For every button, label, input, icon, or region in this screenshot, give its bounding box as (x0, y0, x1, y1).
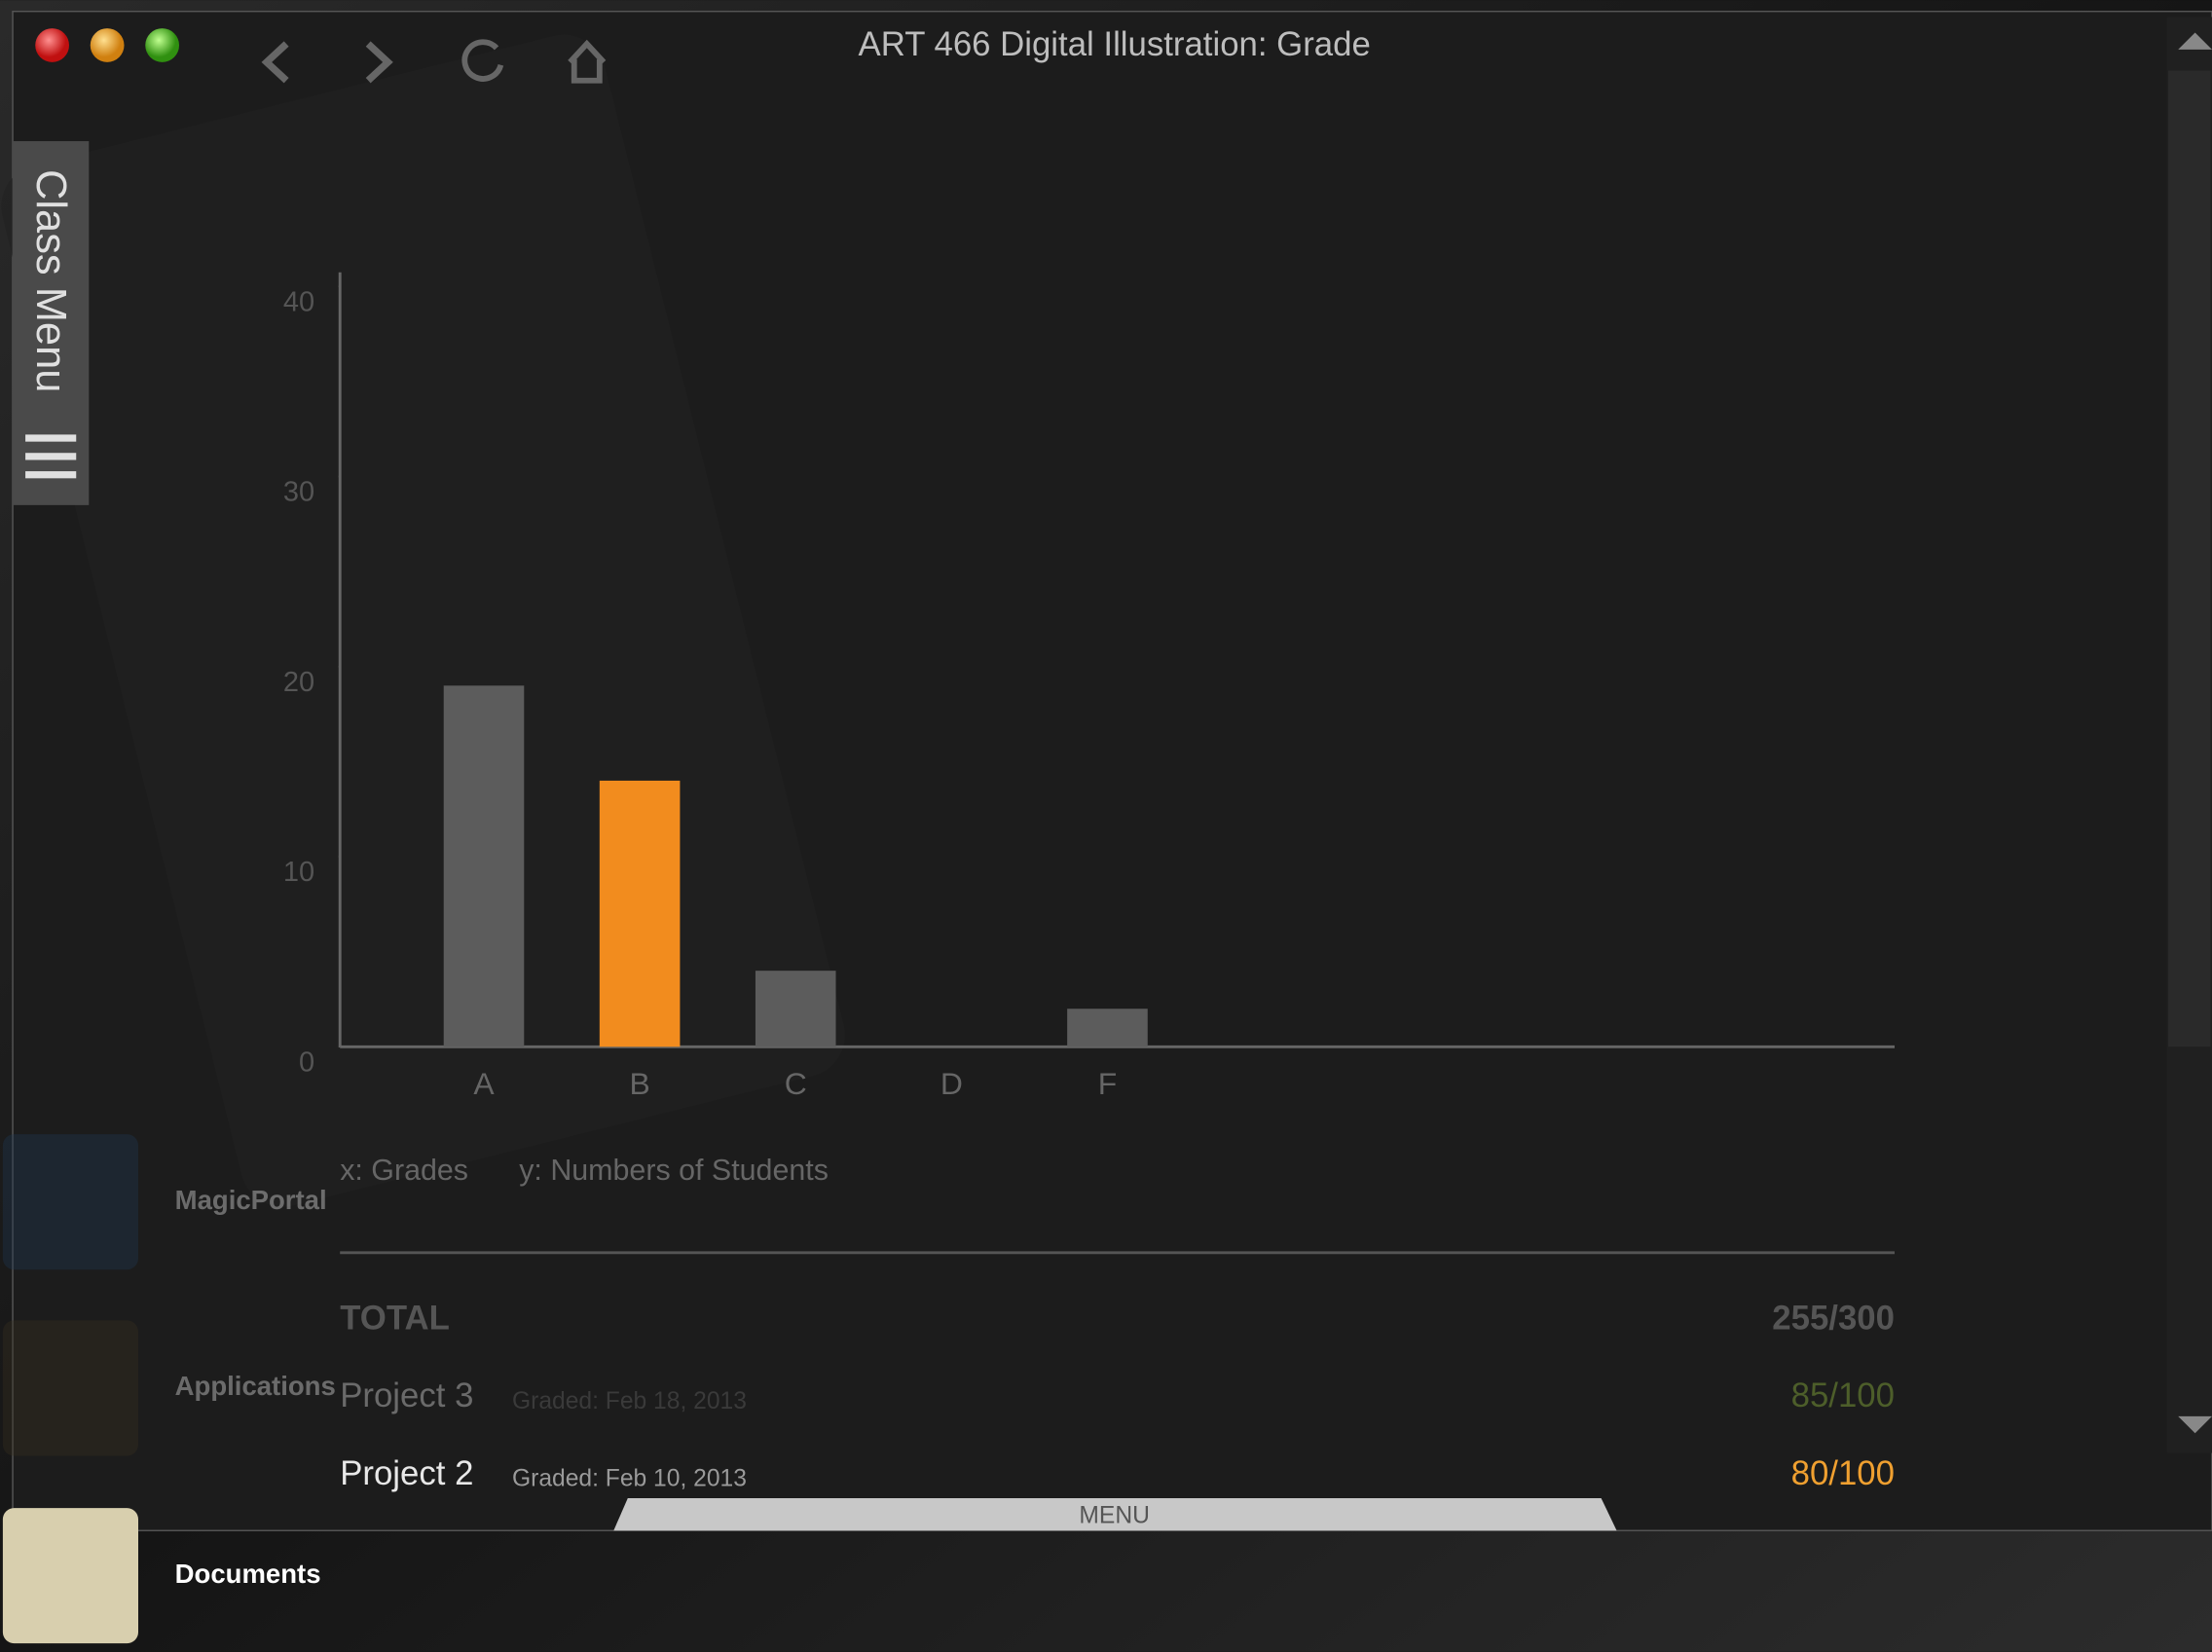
x-tick-label: C (785, 1066, 807, 1101)
window-title: ART 466 Digital Illustration: Grade (859, 26, 1371, 63)
graded-date: Graded: Feb 10, 2013 (512, 1466, 747, 1492)
project-score: 85/100 (1791, 1377, 1895, 1414)
y-tick-label: 30 (283, 477, 314, 508)
scroll-thumb[interactable] (2168, 71, 2210, 1047)
class-menu-tab[interactable]: Class Menu (13, 141, 89, 505)
total-label: TOTAL (340, 1301, 450, 1338)
desktop-icon (3, 1320, 138, 1455)
x-axis-label: x: Grades (340, 1154, 468, 1187)
project-name: Project 2 (340, 1455, 473, 1492)
desktop-icon-label: Applications (175, 1371, 336, 1401)
project-name: Project 3 (340, 1377, 473, 1414)
class-menu-label[interactable]: Class Menu (27, 169, 74, 392)
bar (756, 971, 836, 1046)
close-button[interactable] (35, 28, 69, 62)
x-tick-label: D (940, 1066, 963, 1101)
desktop-icon-label: MagicPortal (175, 1185, 327, 1215)
graded-date: Graded: Feb 18, 2013 (512, 1388, 747, 1414)
x-tick-label: F (1098, 1066, 1117, 1101)
y-tick-label: 40 (283, 286, 314, 317)
minimize-button[interactable] (91, 28, 125, 62)
zoom-button[interactable] (145, 28, 179, 62)
screen: ART 466 Digital Illustration: Grade Clas… (0, 0, 2212, 1652)
desktop-icon (3, 1508, 138, 1643)
bar (1067, 1009, 1148, 1046)
desktop-icon (3, 1134, 138, 1269)
y-axis-label: y: Numbers of Students (519, 1154, 829, 1187)
menu-label[interactable]: MENU (1079, 1502, 1150, 1528)
total-score: 255/300 (1772, 1301, 1895, 1338)
bar (600, 781, 681, 1046)
y-tick-label: 10 (283, 857, 314, 888)
y-tick-label: 0 (299, 1046, 314, 1078)
x-tick-label: A (473, 1066, 495, 1101)
desktop-icon-label: Documents (175, 1559, 321, 1589)
y-tick-label: 20 (283, 667, 314, 698)
x-tick-label: B (629, 1066, 649, 1101)
bar (444, 685, 525, 1046)
project-score: 80/100 (1791, 1455, 1895, 1492)
